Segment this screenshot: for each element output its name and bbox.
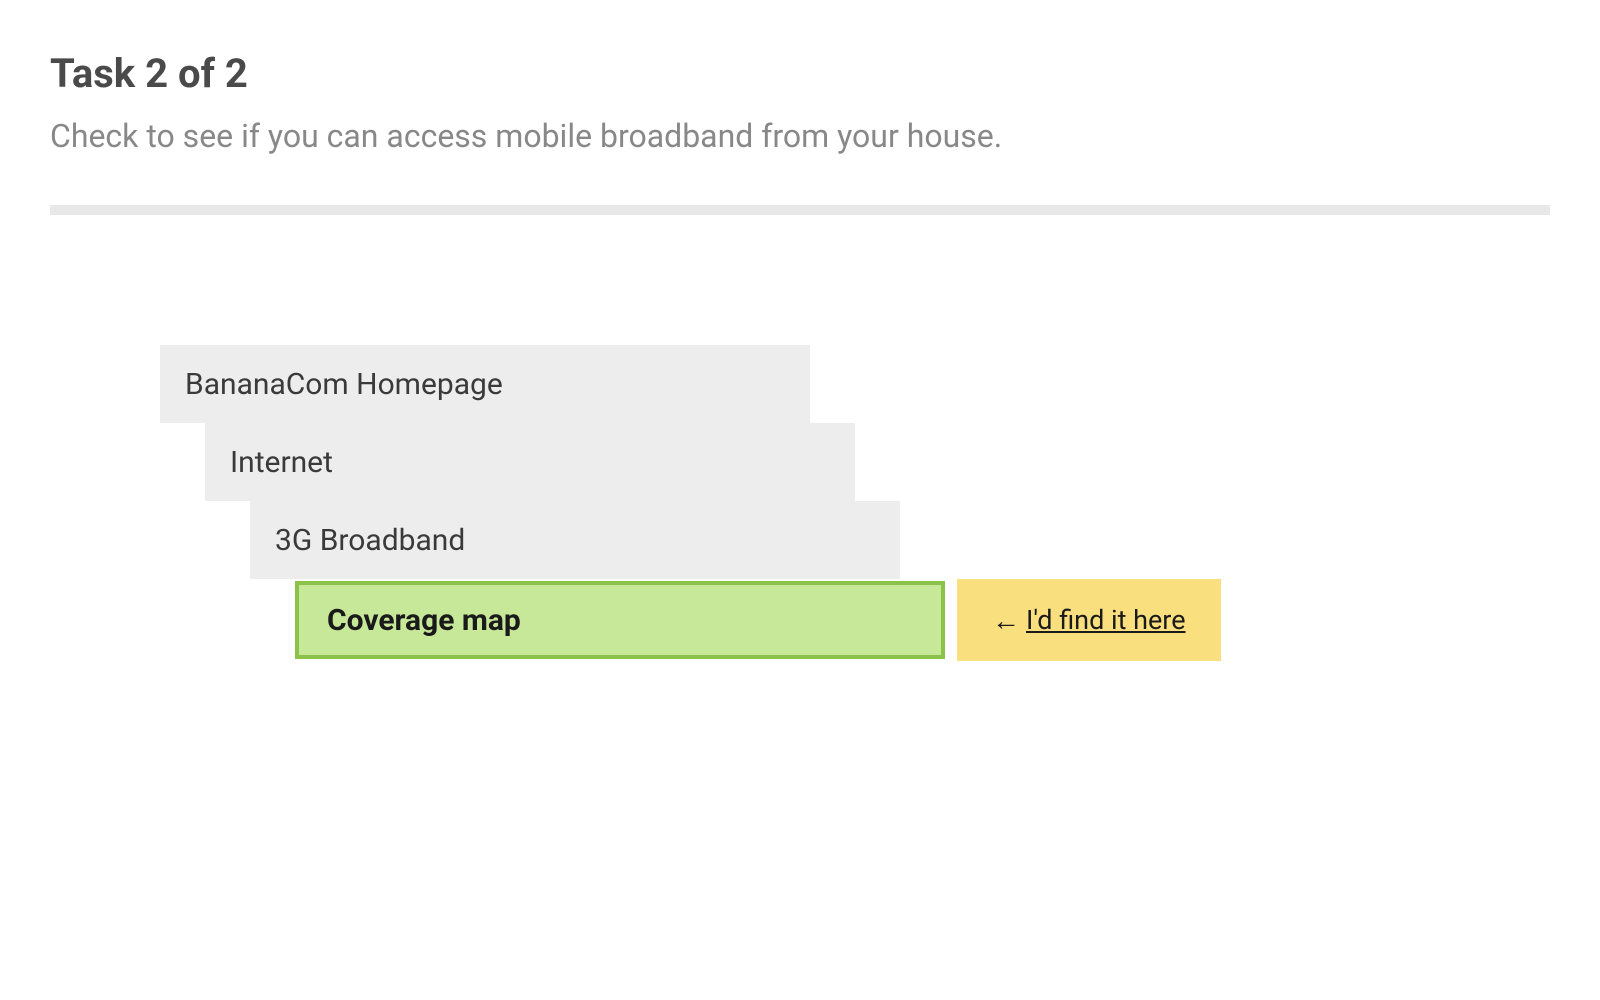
tree-item-label: Internet [230, 445, 333, 480]
callout[interactable]: ← I'd find it here [957, 579, 1221, 661]
tree-item-label: Coverage map [327, 603, 521, 638]
tree-item[interactable]: 3G Broadband [250, 501, 900, 579]
tree-item-label: BananaCom Homepage [185, 367, 503, 402]
tree-item[interactable]: BananaCom Homepage [160, 345, 810, 423]
divider [50, 205, 1550, 215]
tree-item-label: 3G Broadband [275, 523, 465, 558]
tree-item-highlighted[interactable]: Coverage map [295, 581, 945, 659]
arrow-left-icon: ← [992, 604, 1020, 637]
task-title: Task 2 of 2 [50, 50, 1550, 97]
tree-item[interactable]: Internet [205, 423, 855, 501]
tree-row-highlighted: Coverage map ← I'd find it here [50, 579, 1550, 661]
callout-text: I'd find it here [1026, 604, 1186, 636]
task-description: Check to see if you can access mobile br… [50, 117, 1550, 155]
tree-container: BananaCom Homepage Internet 3G Broadband… [50, 345, 1550, 661]
